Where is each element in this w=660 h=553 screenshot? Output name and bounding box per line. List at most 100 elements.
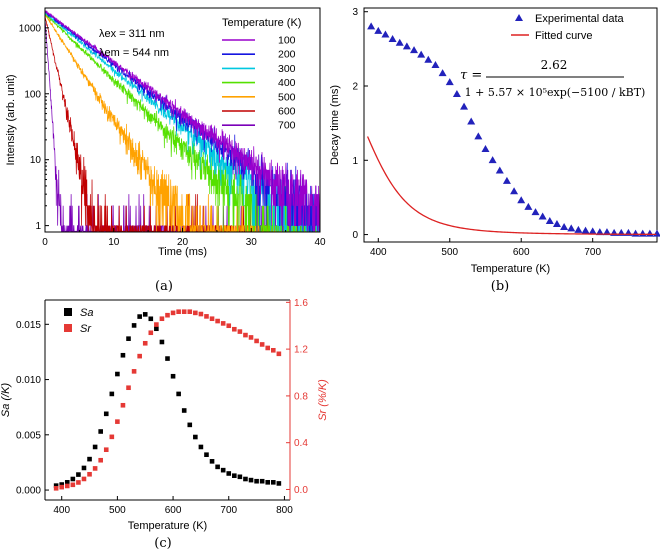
- data-point-Sr: [276, 351, 282, 357]
- data-point-Sa: [159, 339, 165, 345]
- legend-swatch-Sr: [64, 324, 72, 332]
- data-point-triangle: [410, 46, 419, 54]
- x-tick-label-a: 10: [108, 237, 120, 248]
- data-point-Sr: [265, 345, 271, 351]
- panel-label-a: (a): [155, 279, 173, 294]
- chart-b: 400 500 600 700 0 1 2 3 Temperature (K) Decay tim…: [329, 7, 660, 275]
- data-point-Sa: [154, 326, 159, 332]
- data-point-Sa: [254, 478, 259, 484]
- annotation-excitation: λex = 311 nm: [99, 28, 165, 40]
- data-point-Sr: [237, 329, 243, 334]
- data-point-triangle: [502, 176, 511, 184]
- data-point-triangle: [560, 222, 569, 230]
- data-point-triangle: [460, 102, 469, 110]
- data-point-Sr: [103, 447, 109, 453]
- legend-label-Sa: Sa: [80, 307, 93, 319]
- legend-label-100K: 100: [278, 35, 296, 47]
- data-point-Sr: [148, 330, 154, 336]
- data-point-Sa: [87, 456, 92, 462]
- data-point-triangle: [510, 187, 519, 195]
- x-tick-label-c: 700: [220, 505, 237, 516]
- data-point-Sr: [193, 310, 198, 316]
- data-point-Sr: [243, 332, 248, 338]
- data-point-Sa: [259, 478, 265, 484]
- data-point-Sa: [265, 480, 271, 485]
- y-tick-label-b: 0: [352, 230, 358, 241]
- data-point-Sr: [165, 312, 170, 318]
- data-point-Sa: [103, 411, 109, 417]
- annotation-emission: λem = 544 nm: [99, 47, 169, 59]
- x-tick-label-a: 0: [42, 237, 48, 248]
- series-400K-trace: [45, 12, 320, 232]
- data-point-Sa: [137, 314, 142, 319]
- data-point-Sr: [87, 471, 92, 477]
- data-point-Sa: [98, 429, 103, 434]
- data-point-Sr: [215, 318, 220, 324]
- data-point-Sr: [187, 309, 193, 314]
- data-point-triangle: [417, 50, 426, 58]
- data-point-Sa: [193, 434, 198, 440]
- x-axis-label-b: Temperature (K): [471, 263, 550, 275]
- y-tick-label-b: 3: [352, 7, 358, 18]
- data-point-triangle: [524, 202, 533, 210]
- data-point-triangle: [581, 226, 590, 234]
- data-point-Sr: [120, 402, 126, 408]
- y-tick-label-a: 10: [30, 155, 42, 166]
- data-point-Sa: [165, 356, 170, 361]
- y-right-tick-label-c: 0.0: [294, 485, 308, 496]
- x-tick-label-a: 40: [314, 237, 326, 248]
- y-tick-label-a: 100: [24, 89, 41, 100]
- data-point-Sr: [115, 419, 120, 424]
- legend-title-a: Temperature (K): [222, 17, 301, 29]
- data-point-Sa: [232, 473, 237, 478]
- chart-a: 0 10 20 30 40 1 10 100 1000 Time (ms) Intensity (a…: [5, 7, 326, 258]
- data-point-Sr: [76, 480, 81, 485]
- data-point-Sa: [109, 391, 115, 397]
- data-point-Sr: [181, 309, 187, 314]
- data-point-triangle: [395, 38, 404, 46]
- legend-label-600K: 600: [278, 106, 296, 118]
- data-point-triangle: [452, 89, 461, 97]
- y-left-tick-label-c: 0.010: [16, 375, 41, 386]
- data-point-Sr: [232, 326, 237, 332]
- data-point-triangle: [438, 69, 447, 77]
- data-point-triangle: [517, 196, 526, 204]
- fitted-curve: [366, 136, 657, 235]
- data-point-Sr: [204, 314, 209, 319]
- x-tick-label-a: 20: [177, 237, 189, 248]
- data-point-Sr: [92, 466, 98, 471]
- data-point-triangle: [645, 229, 654, 237]
- data-point-Sa: [92, 444, 98, 450]
- data-point-Sr: [59, 484, 65, 490]
- data-point-Sr: [98, 457, 103, 463]
- data-point-Sa: [237, 474, 243, 480]
- data-point-Sr: [137, 353, 142, 359]
- data-point-Sr: [248, 335, 254, 340]
- data-point-Sr: [159, 316, 165, 322]
- data-point-triangle: [567, 224, 576, 232]
- y-left-tick-label-c: 0.015: [16, 320, 41, 331]
- y-right-tick-label-c: 0.4: [294, 438, 308, 449]
- data-point-Sa: [226, 471, 232, 476]
- data-point-triangle: [538, 212, 547, 220]
- data-point-Sr: [70, 482, 76, 488]
- formula-lhs: τ =: [460, 68, 482, 83]
- y-left-tick-label-c: 0.005: [16, 430, 41, 441]
- data-point-triangle: [402, 42, 411, 50]
- y-right-tick-label-c: 1.2: [294, 345, 308, 356]
- data-point-Sr: [220, 321, 226, 326]
- data-point-Sa: [176, 391, 181, 397]
- legend-label-500K: 500: [278, 91, 296, 103]
- data-point-triangle: [631, 229, 640, 237]
- x-axis-label-c: Temperature (K): [128, 520, 207, 532]
- y-right-tick-label-c: 0.8: [294, 391, 308, 402]
- data-point-Sa: [120, 352, 126, 358]
- formula-denominator: 1 + 5.57 × 10⁵exp(−5100 / kBT): [465, 86, 646, 99]
- x-tick-label-a: 30: [246, 237, 258, 248]
- legend-label-Sr: Sr: [80, 323, 92, 335]
- data-point-triangle: [424, 55, 433, 63]
- panel-label-b: (b): [491, 279, 509, 294]
- data-point-Sr: [81, 476, 87, 482]
- y-tick-label-a: 1: [35, 221, 41, 232]
